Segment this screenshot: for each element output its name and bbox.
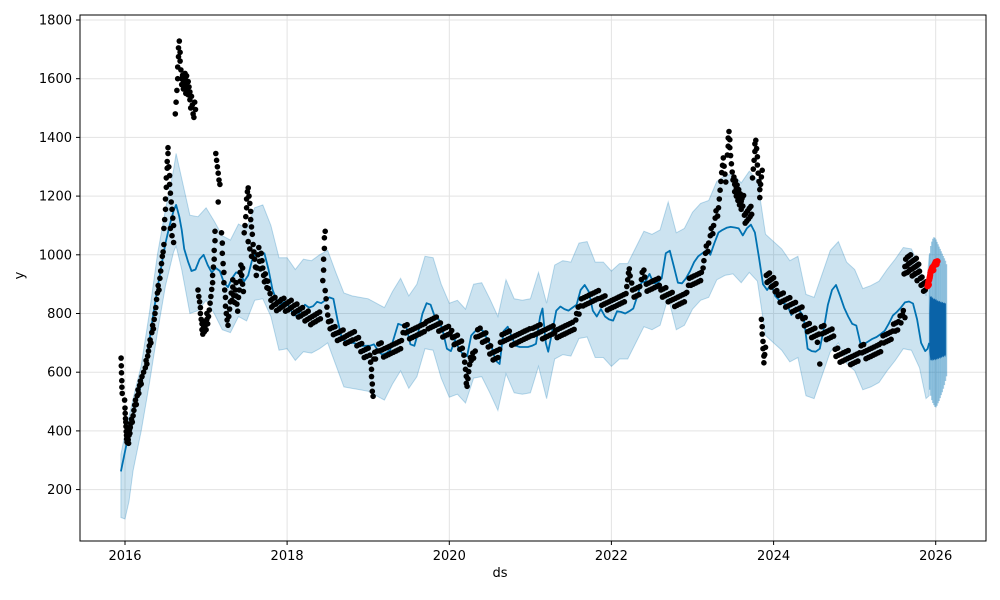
svg-text:2026: 2026 — [919, 549, 952, 564]
svg-text:1600: 1600 — [39, 72, 72, 87]
svg-text:1200: 1200 — [39, 190, 72, 205]
svg-text:400: 400 — [47, 424, 72, 439]
y-axis-label: y — [12, 271, 28, 280]
svg-text:1800: 1800 — [39, 14, 72, 29]
svg-text:2018: 2018 — [271, 549, 304, 564]
svg-text:800: 800 — [47, 307, 72, 322]
svg-text:600: 600 — [47, 366, 72, 381]
svg-text:2020: 2020 — [433, 549, 466, 564]
svg-text:1000: 1000 — [39, 248, 72, 263]
svg-text:2022: 2022 — [595, 549, 628, 564]
svg-text:2016: 2016 — [108, 549, 141, 564]
svg-text:2024: 2024 — [757, 549, 790, 564]
svg-text:1400: 1400 — [39, 131, 72, 146]
x-axis-label: ds — [492, 566, 508, 581]
svg-text:200: 200 — [47, 483, 72, 498]
